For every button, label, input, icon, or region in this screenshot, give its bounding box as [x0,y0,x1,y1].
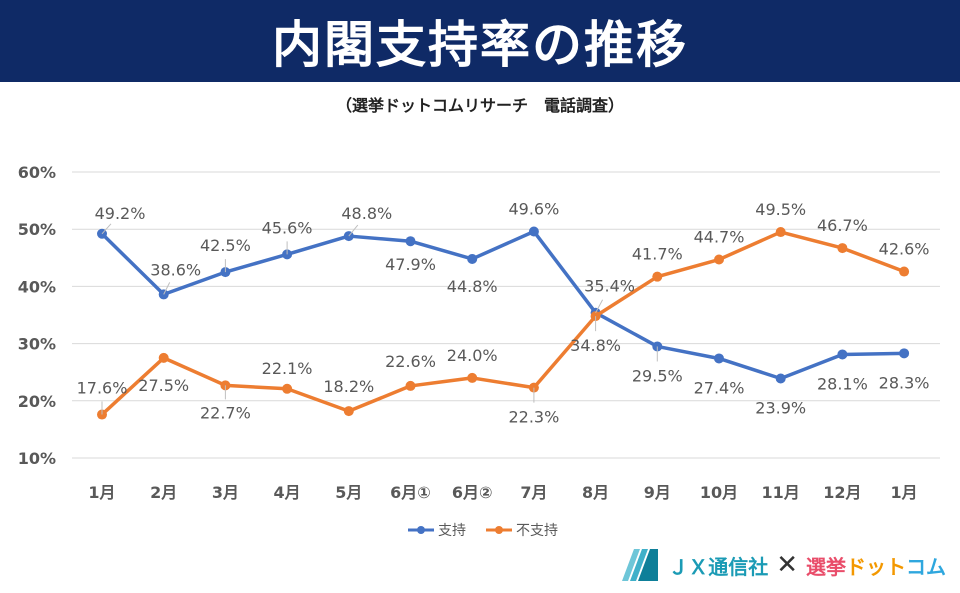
jx-logo-icon [622,549,659,581]
data-point [837,349,848,360]
data-label: 38.6% [150,260,201,279]
x-tick-label: 12月 [823,483,861,502]
data-point [158,289,169,300]
series [97,226,910,420]
legend: 支持 不支持 [408,523,558,539]
label-leader [348,224,359,237]
label-leader [595,299,604,313]
data-point [899,266,910,277]
data-label: 29.5% [632,366,683,385]
y-tick-label: 40% [18,277,56,296]
legend-label: 支持 [438,523,466,539]
data-label: 27.5% [138,376,189,395]
data-point [775,227,786,238]
x-tick-label: 5月 [335,483,362,502]
data-point [899,348,910,359]
data-label: 24.0% [447,346,498,365]
senkyo-logo-part3: コム [906,554,946,579]
data-point [714,254,724,265]
label-leader [101,223,112,235]
x-tick-label: 3月 [212,483,239,502]
x-tick-label: 9月 [644,483,671,502]
senkyo-logo-part1: 選挙 [806,554,846,579]
data-point [528,226,539,237]
data-label: 49.5% [755,200,806,219]
gridlines [72,171,940,459]
y-tick-label: 20% [18,392,56,411]
x-tick-label: 10月 [700,483,738,502]
data-point [590,311,601,322]
y-tick-label: 10% [18,449,56,468]
data-label: 22.6% [385,352,436,371]
data-point [405,380,416,391]
data-label: 17.6% [77,379,128,398]
data-labels: 49.2% 38.6% 42.5% 45.6% 48.8% 47.9% 44.8% 49.6%… [77,199,930,426]
y-tick-label: 50% [18,220,56,239]
cross-icon: ✕ [776,550,798,580]
y-axis: 10% 20% 30% 40% 50% 60% [18,163,56,468]
label-leader [163,282,171,295]
legend-marker [495,526,503,534]
x-tick-label: 8月 [582,483,609,502]
data-point [405,236,416,247]
series-line [100,230,905,416]
x-tick-label: 7月 [520,483,547,502]
data-point [714,353,724,364]
data-label: 22.3% [508,408,559,427]
chart-subtitle: （選挙ドットコムリサーチ 電話調査） [335,96,624,115]
data-label: 34.8% [570,336,621,355]
data-point [282,383,293,394]
data-label: 44.7% [694,228,745,247]
data-label: 41.7% [632,245,683,264]
data-point [158,352,169,363]
x-tick-label: 11月 [762,483,800,502]
x-tick-label: 1月 [891,483,918,502]
title-bar: 内閣支持率の推移 [0,0,960,82]
line-chart: 10% 20% 30% 40% 50% 60% 1月 2月 3月 4月 5月 6月① 6月② 7月 8月 9… [18,163,940,539]
senkyo-logo-text: 選挙ドットコム [806,551,946,580]
y-tick-label: 60% [18,163,56,182]
data-label: 48.8% [341,204,392,223]
data-label: 45.6% [262,218,313,237]
series-line [100,229,905,381]
data-label: 27.4% [694,378,745,397]
data-point [343,406,354,417]
chart-title: 内閣支持率の推移 [272,16,688,74]
data-label: 44.8% [447,277,498,296]
x-axis: 1月 2月 3月 4月 5月 6月① 6月② 7月 8月 9月 10月 11月 12月 1月 [88,483,917,502]
data-point [652,271,663,282]
data-label: 22.7% [200,403,251,422]
legend-label: 不支持 [516,523,558,539]
data-label: 35.4% [584,277,635,296]
x-tick-label: 6月① [390,483,431,502]
data-label: 22.1% [262,359,313,378]
data-point [467,372,478,383]
x-tick-label: 2月 [150,483,177,502]
data-label: 46.7% [817,216,868,235]
data-label: 49.6% [508,199,559,218]
x-tick-label: 1月 [88,483,115,502]
footer-logo: ＪＸ通信社 ✕ 選挙ドットコム [620,545,946,585]
x-tick-label: 6月② [452,483,493,502]
data-label: 23.9% [755,398,806,417]
data-label: 28.3% [879,373,930,392]
data-label: 42.5% [200,236,251,255]
data-label: 28.1% [817,374,868,393]
data-label: 47.9% [385,255,436,274]
y-tick-label: 30% [18,335,56,354]
jx-logo-text: ＪＸ通信社 [668,554,769,579]
data-label: 18.2% [323,377,374,396]
data-point [467,253,478,264]
senkyo-logo-part2: ドット [846,554,906,579]
data-label: 49.2% [95,204,146,223]
x-tick-label: 4月 [274,483,301,502]
legend-marker [417,526,425,534]
data-point [775,373,786,384]
data-point [837,243,848,254]
data-point [528,382,539,393]
data-label: 42.6% [879,240,930,259]
